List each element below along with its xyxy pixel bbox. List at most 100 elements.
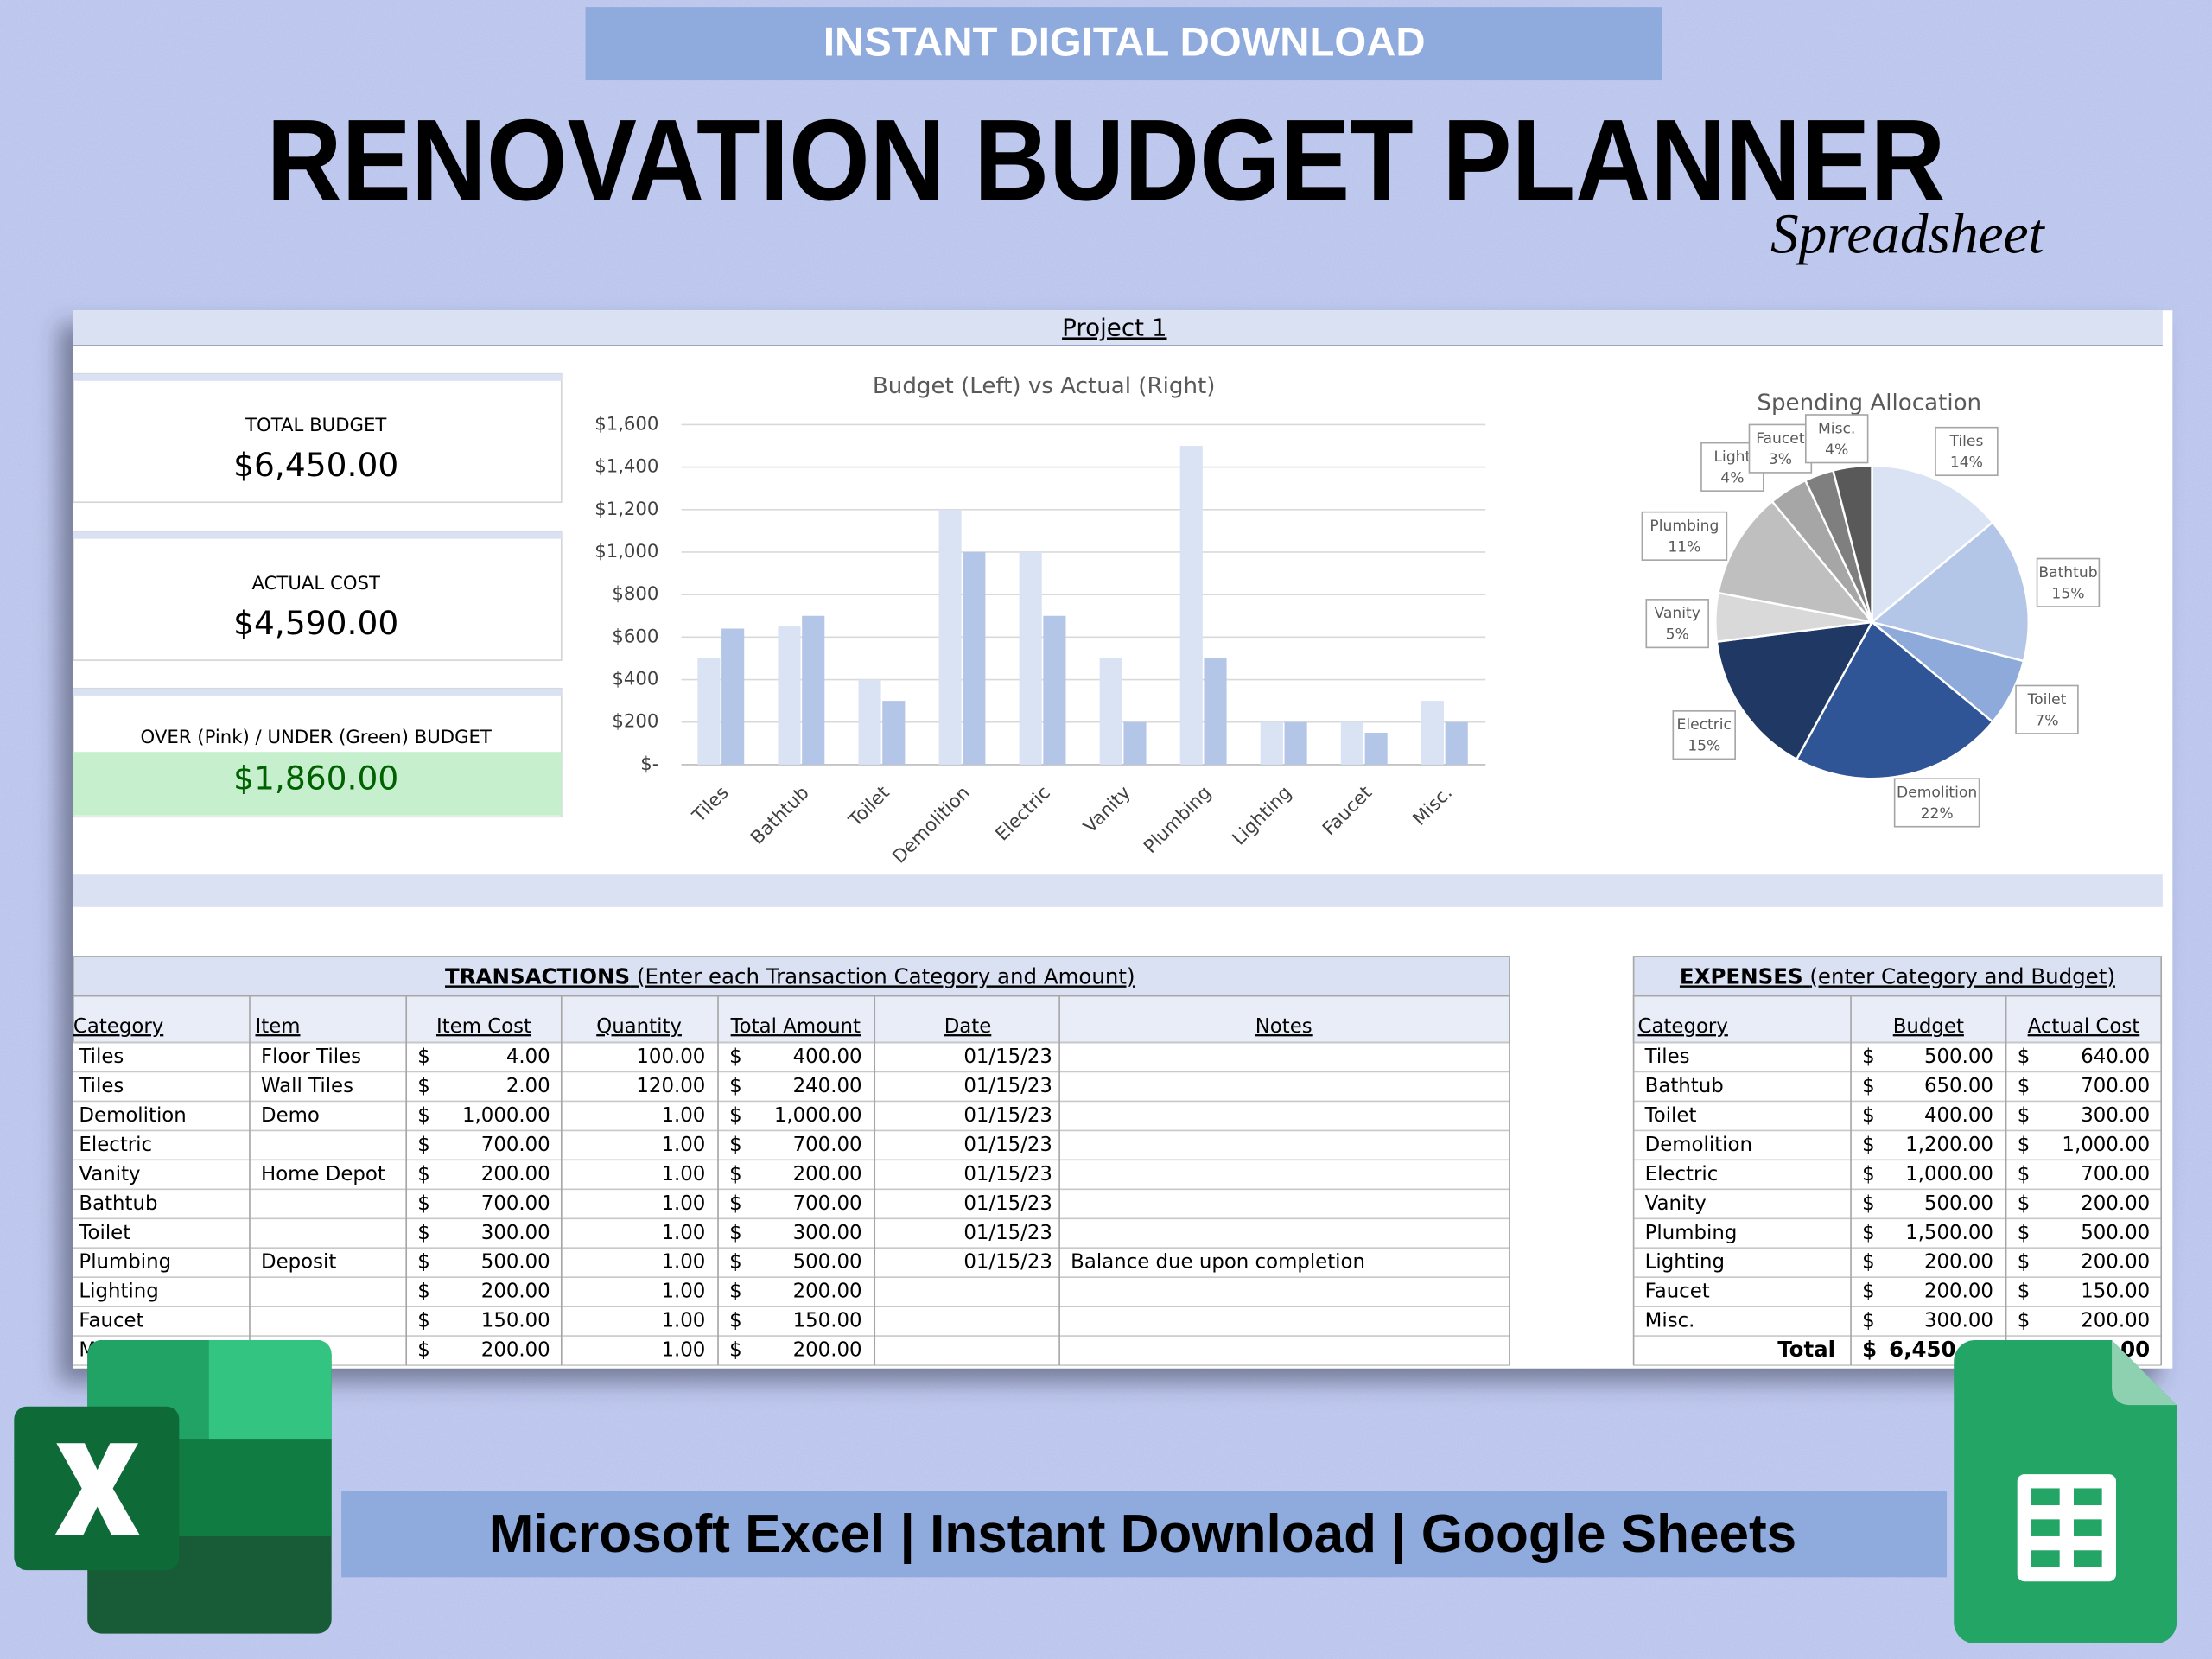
pie-label-value: 3%	[1769, 451, 1792, 468]
table-cell: 01/15/23	[963, 1222, 1052, 1244]
table-cell: 200.00	[1924, 1281, 1993, 1303]
table-cell: Deposit	[261, 1251, 336, 1274]
pie-label-name: Demolition	[1897, 785, 1977, 802]
table-cell: 300.00	[1924, 1310, 1993, 1332]
table-title-note: (Enter each Transaction Category and Amo…	[637, 963, 1135, 988]
bar	[1204, 658, 1227, 765]
pie-label-box	[1893, 778, 1980, 828]
table-cell: 700.00	[2081, 1163, 2150, 1185]
currency-sign: $	[729, 1281, 742, 1303]
table-cell: Tiles	[78, 1046, 124, 1068]
currency-sign: $	[1862, 1222, 1875, 1244]
page-subtitle: Spreadsheet	[1770, 204, 2046, 266]
table-cell: Demo	[261, 1104, 320, 1127]
table-cell: 500.00	[1924, 1046, 1993, 1068]
currency-sign: $	[1862, 1251, 1875, 1274]
bar	[697, 658, 721, 765]
pie-slice	[1869, 520, 2030, 663]
table-cell: 1.00	[661, 1222, 705, 1244]
currency-sign: $	[1862, 1046, 1875, 1068]
pie-label-value: 22%	[1921, 805, 1954, 823]
pie-label-value: 4%	[1720, 469, 1744, 486]
table-cell: 240.00	[793, 1075, 862, 1097]
currency-sign: $	[1862, 1310, 1875, 1332]
table-cell: Toilet	[1644, 1104, 1697, 1127]
sheets-cell	[2031, 1550, 2060, 1567]
table-cell: 01/15/23	[963, 1046, 1052, 1068]
table-cell: Demolition	[79, 1104, 186, 1127]
table-cell: 700.00	[481, 1134, 550, 1156]
currency-sign: $	[729, 1251, 742, 1274]
sheets-cell	[2031, 1519, 2060, 1536]
table-cell: 01/15/23	[963, 1104, 1052, 1127]
y-tick-label: $200	[612, 711, 658, 733]
currency-sign: $	[729, 1192, 742, 1215]
table-cell: 200.00	[2081, 1310, 2150, 1332]
table-title-note: (enter Category and Budget)	[1809, 963, 2115, 988]
table-cell: 650.00	[1924, 1075, 1993, 1097]
table-cell: 200.00	[2081, 1192, 2150, 1215]
pie-label-box	[1935, 426, 1999, 477]
summary-value: $1,860.00	[233, 759, 398, 797]
currency-sign: $	[417, 1310, 430, 1332]
table-cell: Home Depot	[261, 1163, 385, 1185]
bar	[1445, 721, 1468, 765]
summary-card-strip	[73, 688, 562, 696]
table-cell: 01/15/23	[963, 1251, 1052, 1274]
pie-label-name: Faucet	[1756, 430, 1805, 448]
currency-sign: $	[1862, 1134, 1875, 1156]
currency-sign: $	[2018, 1281, 2031, 1303]
pie-label-box	[1641, 511, 1728, 561]
pie-label-name: Toilet	[2027, 691, 2067, 709]
table-cell: 400.00	[793, 1046, 862, 1068]
y-tick-label: $1,000	[594, 541, 658, 563]
table-cell: 100.00	[636, 1046, 705, 1068]
table-cell: 700.00	[793, 1192, 862, 1215]
table-cell: 150.00	[481, 1310, 550, 1332]
table-cell: Balance due upon completion	[1071, 1251, 1365, 1274]
table-cell: 01/15/23	[963, 1075, 1052, 1097]
currency-sign: $	[2018, 1192, 2031, 1215]
pie-label-value: 15%	[1688, 738, 1720, 755]
pie-label-value: 15%	[2051, 585, 2084, 602]
table-cell: 500.00	[2081, 1222, 2150, 1244]
excel-part	[208, 1340, 332, 1440]
bar	[1340, 721, 1363, 765]
table-cell: 1,000.00	[774, 1104, 862, 1127]
currency-sign: $	[417, 1192, 430, 1215]
table-cell: 150.00	[2081, 1281, 2150, 1303]
pie-label-name: Misc.	[1818, 420, 1855, 437]
currency-sign: $	[417, 1075, 430, 1097]
table-title-space	[630, 963, 637, 988]
pie-label-box	[1748, 423, 1813, 474]
table-cell: 1,500.00	[1905, 1222, 1993, 1244]
table-cell: Vanity	[79, 1163, 140, 1185]
currency-sign: $	[417, 1222, 430, 1244]
sheets-cell	[2073, 1519, 2102, 1536]
table-cell: Faucet	[1645, 1281, 1710, 1303]
summary-label: TOTAL BUDGET	[245, 415, 387, 436]
currency-sign: $	[2018, 1075, 2031, 1097]
column-header: Item	[256, 1015, 301, 1038]
pie-label-value: 14%	[1950, 454, 1983, 472]
table-cell: Demolition	[1645, 1134, 1752, 1156]
table-cell: 200.00	[1924, 1251, 1993, 1274]
table-cell: Plumbing	[79, 1251, 171, 1274]
summary-card	[73, 531, 563, 661]
table-cell: 200.00	[793, 1339, 862, 1362]
bar	[1364, 733, 1388, 765]
table-cell: 1.00	[661, 1251, 705, 1274]
pie-label-name: Electric	[1677, 716, 1732, 734]
summary-label: OVER (Pink) / UNDER (Green) BUDGET	[141, 727, 493, 748]
project-strip	[73, 310, 2163, 346]
currency-sign: $	[1862, 1192, 1875, 1215]
total-label: Total	[1777, 1337, 1835, 1362]
pie-label-name: Tiles	[1948, 433, 1983, 450]
column-header: Quantity	[596, 1015, 682, 1038]
table-cell: 01/15/23	[963, 1192, 1052, 1215]
sheets-cell	[2073, 1550, 2102, 1567]
sheets-cell	[2073, 1488, 2102, 1506]
currency-sign: $	[417, 1163, 430, 1185]
currency-sign: $	[729, 1310, 742, 1332]
